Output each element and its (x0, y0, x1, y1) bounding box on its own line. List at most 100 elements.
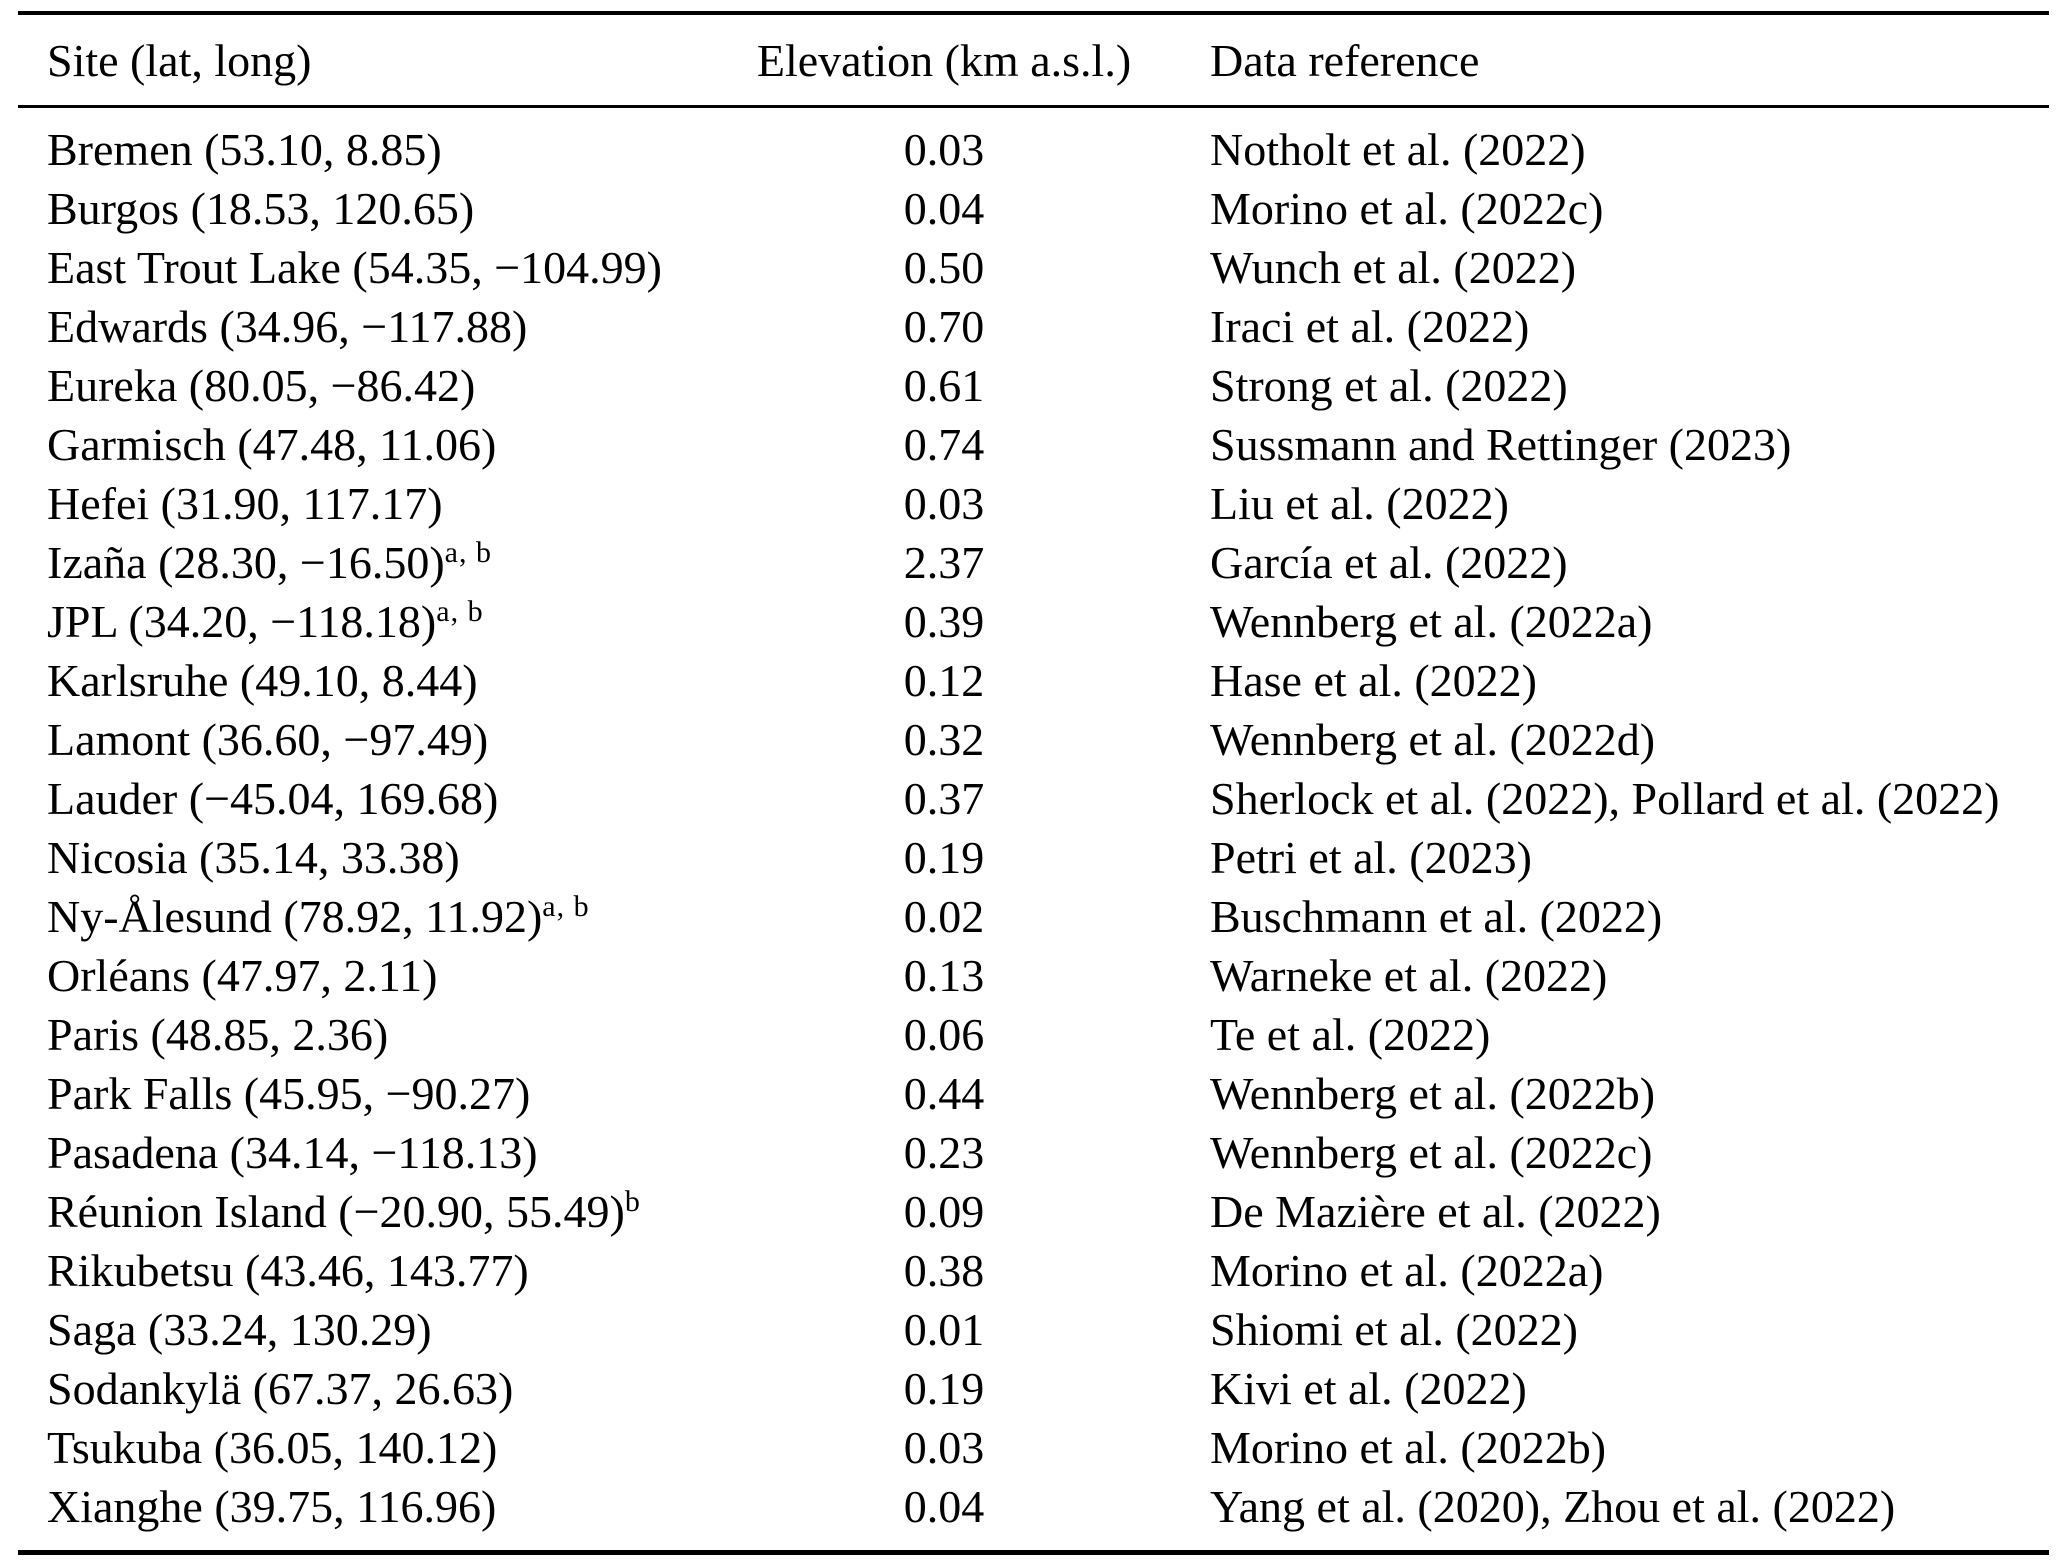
table-row: Rikubetsu (43.46, 143.77) 0.38 Morino et… (18, 1241, 2049, 1300)
table-row: Lamont (36.60, −97.49) 0.32 Wennberg et … (18, 710, 2049, 769)
reference-cell: Strong et al. (2022) (1210, 360, 1568, 411)
site-cell: Hefei (31.90, 117.17) (18, 474, 740, 533)
table-row: Saga (33.24, 130.29) 0.01 Shiomi et al. … (18, 1300, 2049, 1359)
site-name: Tsukuba (36.05, 140.12) (47, 1422, 498, 1473)
site-cell: Eureka (80.05, −86.42) (18, 356, 740, 415)
reference-cell: Buschmann et al. (2022) (1210, 891, 1663, 942)
site-cell: Garmisch (47.48, 11.06) (18, 415, 740, 474)
site-name: Park Falls (45.95, −90.27) (47, 1068, 531, 1119)
site-cell: Ny-Ålesund (78.92, 11.92)a, b (18, 887, 740, 946)
reference-cell: Wennberg et al. (2022b) (1210, 1068, 1656, 1119)
elevation-cell: 0.39 (903, 596, 985, 647)
elevation-cell: 0.06 (903, 1009, 985, 1060)
reference-cell: De Mazière et al. (2022) (1210, 1186, 1661, 1237)
reference-cell: Warneke et al. (2022) (1210, 950, 1608, 1001)
site-name: Xianghe (39.75, 116.96) (47, 1481, 497, 1532)
site-name: Lauder (−45.04, 169.68) (47, 773, 499, 824)
reference-cell: Liu et al. (2022) (1210, 478, 1509, 529)
site-cell: JPL (34.20, −118.18)a, b (18, 592, 740, 651)
reference-cell: Sherlock et al. (2022), Pollard et al. (… (1210, 773, 2000, 824)
site-cell: Paris (48.85, 2.36) (18, 1005, 740, 1064)
table-row: Réunion Island (−20.90, 55.49)b 0.09 De … (18, 1182, 2049, 1241)
site-cell: Bremen (53.10, 8.85) (18, 107, 740, 180)
site-cell: Burgos (18.53, 120.65) (18, 179, 740, 238)
elevation-cell: 0.02 (903, 891, 985, 942)
site-cell: Lauder (−45.04, 169.68) (18, 769, 740, 828)
site-name: Lamont (36.60, −97.49) (47, 714, 489, 765)
site-cell: Saga (33.24, 130.29) (18, 1300, 740, 1359)
reference-cell: Sussmann and Rettinger (2023) (1210, 419, 1792, 470)
site-name: Sodankylä (67.37, 26.63) (47, 1363, 514, 1414)
table-body: Bremen (53.10, 8.85) 0.03 Notholt et al.… (18, 107, 2049, 1553)
table-row: Garmisch (47.48, 11.06) 0.74 Sussmann an… (18, 415, 2049, 474)
site-cell: Xianghe (39.75, 116.96) (18, 1477, 740, 1553)
paper-page: { "table": { "columns": ["Site (lat, lon… (0, 11, 2067, 1565)
table-row: Sodankylä (67.37, 26.63) 0.19 Kivi et al… (18, 1359, 2049, 1418)
elevation-cell: 0.04 (903, 183, 985, 234)
table-row: Bremen (53.10, 8.85) 0.03 Notholt et al.… (18, 107, 2049, 180)
site-name: Hefei (31.90, 117.17) (47, 478, 443, 529)
table-row: Edwards (34.96, −117.88) 0.70 Iraci et a… (18, 297, 2049, 356)
elevation-cell: 0.50 (903, 242, 985, 293)
table-row: Burgos (18.53, 120.65) 0.04 Morino et al… (18, 179, 2049, 238)
table-row: Ny-Ålesund (78.92, 11.92)a, b 0.02 Busch… (18, 887, 2049, 946)
site-name: Pasadena (34.14, −118.13) (47, 1127, 538, 1178)
table-header-row: Site (lat, long) Elevation (km a.s.l.) D… (18, 13, 2049, 108)
table-row: Nicosia (35.14, 33.38) 0.19 Petri et al.… (18, 828, 2049, 887)
reference-cell: Yang et al. (2020), Zhou et al. (2022) (1210, 1481, 1896, 1532)
site-name: Nicosia (35.14, 33.38) (47, 832, 460, 883)
table-row: JPL (34.20, −118.18)a, b 0.39 Wennberg e… (18, 592, 2049, 651)
site-cell: Rikubetsu (43.46, 143.77) (18, 1241, 740, 1300)
site-cell: Karlsruhe (49.10, 8.44) (18, 651, 740, 710)
reference-cell: Wunch et al. (2022) (1210, 242, 1577, 293)
elevation-cell: 0.12 (903, 655, 985, 706)
elevation-cell: 0.04 (903, 1481, 985, 1532)
reference-cell: Shiomi et al. (2022) (1210, 1304, 1578, 1355)
table-row: Hefei (31.90, 117.17) 0.03 Liu et al. (2… (18, 474, 2049, 533)
site-name: Ny-Ålesund (78.92, 11.92) (47, 891, 543, 942)
elevation-cell: 0.03 (903, 478, 985, 529)
reference-cell: Te et al. (2022) (1210, 1009, 1491, 1060)
site-cell: Lamont (36.60, −97.49) (18, 710, 740, 769)
table-header: Site (lat, long) Elevation (km a.s.l.) D… (18, 13, 2049, 108)
site-name: Paris (48.85, 2.36) (47, 1009, 389, 1060)
reference-cell: Iraci et al. (2022) (1210, 301, 1530, 352)
site-footnote-marker: a, b (444, 535, 492, 569)
elevation-cell: 0.03 (903, 1422, 985, 1473)
site-footnote-marker: b (624, 1184, 641, 1218)
table-row: Paris (48.85, 2.36) 0.06 Te et al. (2022… (18, 1005, 2049, 1064)
elevation-cell: 0.32 (903, 714, 985, 765)
site-cell: Edwards (34.96, −117.88) (18, 297, 740, 356)
elevation-cell: 0.37 (903, 773, 985, 824)
site-name: Rikubetsu (43.46, 143.77) (47, 1245, 529, 1296)
elevation-cell: 0.70 (903, 301, 985, 352)
site-cell: Tsukuba (36.05, 140.12) (18, 1418, 740, 1477)
table-row: East Trout Lake (54.35, −104.99) 0.50 Wu… (18, 238, 2049, 297)
elevation-cell: 0.19 (903, 1363, 985, 1414)
reference-cell: Morino et al. (2022b) (1210, 1422, 1607, 1473)
column-header-reference: Data reference (1148, 13, 2049, 108)
table-row: Eureka (80.05, −86.42) 0.61 Strong et al… (18, 356, 2049, 415)
elevation-cell: 0.19 (903, 832, 985, 883)
site-cell: Park Falls (45.95, −90.27) (18, 1064, 740, 1123)
site-name: Karlsruhe (49.10, 8.44) (47, 655, 478, 706)
site-name: Eureka (80.05, −86.42) (47, 360, 476, 411)
site-name: Garmisch (47.48, 11.06) (47, 419, 497, 470)
elevation-cell: 0.23 (903, 1127, 985, 1178)
site-name: Izaña (28.30, −16.50) (47, 537, 445, 588)
reference-cell: Wennberg et al. (2022a) (1210, 596, 1653, 647)
column-header-elevation: Elevation (km a.s.l.) (740, 13, 1148, 108)
reference-cell: Wennberg et al. (2022c) (1210, 1127, 1653, 1178)
reference-cell: Kivi et al. (2022) (1210, 1363, 1527, 1414)
reference-cell: García et al. (2022) (1210, 537, 1568, 588)
site-name: East Trout Lake (54.35, −104.99) (47, 242, 662, 293)
elevation-cell: 2.37 (903, 537, 985, 588)
elevation-cell: 0.61 (903, 360, 985, 411)
table-row: Tsukuba (36.05, 140.12) 0.03 Morino et a… (18, 1418, 2049, 1477)
column-header-site: Site (lat, long) (18, 13, 740, 108)
elevation-cell: 0.09 (903, 1186, 985, 1237)
site-cell: Réunion Island (−20.90, 55.49)b (18, 1182, 740, 1241)
elevation-cell: 0.01 (903, 1304, 985, 1355)
site-name: Edwards (34.96, −117.88) (47, 301, 528, 352)
reference-cell: Morino et al. (2022a) (1210, 1245, 1604, 1296)
